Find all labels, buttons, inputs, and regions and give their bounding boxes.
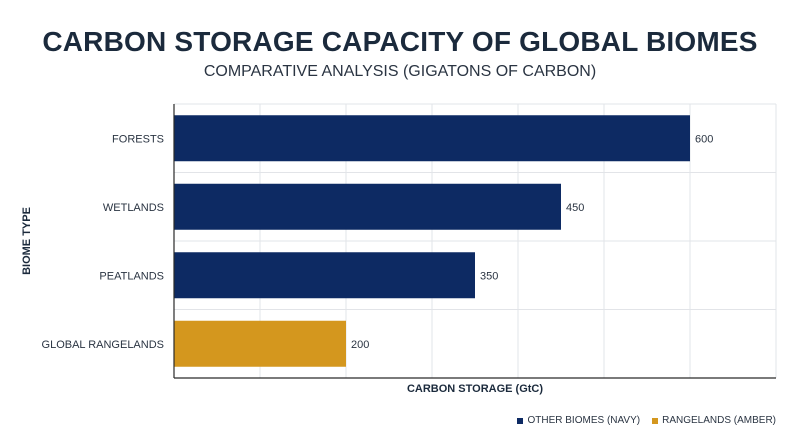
data-label: 450 bbox=[566, 202, 584, 214]
category-label: WETLANDS bbox=[103, 202, 164, 214]
chart-title: CARBON STORAGE CAPACITY OF GLOBAL BIOMES bbox=[42, 26, 758, 57]
labels: FORESTS 600 WETLANDS 450 PEATLANDS 350 GLOBAL … bbox=[42, 133, 714, 351]
y-axis-title: BIOME TYPE bbox=[21, 207, 33, 275]
legend-item-other-biomes: OTHER BIOMES (NAVY) bbox=[517, 415, 640, 426]
bar-global-rangelands bbox=[174, 320, 346, 367]
legend-item-rangelands: RANGELANDS (AMBER) bbox=[652, 415, 776, 426]
legend-label: OTHER BIOMES (NAVY) bbox=[527, 415, 641, 426]
legend-swatch-navy bbox=[517, 417, 524, 424]
x-axis-title: CARBON STORAGE (GtC) bbox=[407, 383, 543, 395]
chart-subtitle: COMPARATIVE ANALYSIS (GIGATONS OF CARBON… bbox=[203, 63, 597, 80]
legend-label: RANGELANDS (AMBER) bbox=[662, 415, 776, 426]
data-label: 200 bbox=[351, 339, 369, 351]
category-label: GLOBAL RANGELANDS bbox=[42, 339, 164, 351]
bar-forests bbox=[174, 115, 690, 162]
bar-peatlands bbox=[174, 252, 475, 299]
category-label: PEATLANDS bbox=[99, 270, 164, 282]
data-label: 350 bbox=[480, 270, 498, 282]
legend-swatch-amber bbox=[652, 417, 659, 424]
bars bbox=[174, 115, 690, 367]
bar-wetlands bbox=[174, 183, 561, 230]
category-label: FORESTS bbox=[112, 133, 164, 145]
chart-legend: OTHER BIOMES (NAVY) RANGELANDS (AMBER) bbox=[517, 415, 776, 426]
data-label: 600 bbox=[695, 133, 713, 145]
axes bbox=[173, 104, 776, 379]
